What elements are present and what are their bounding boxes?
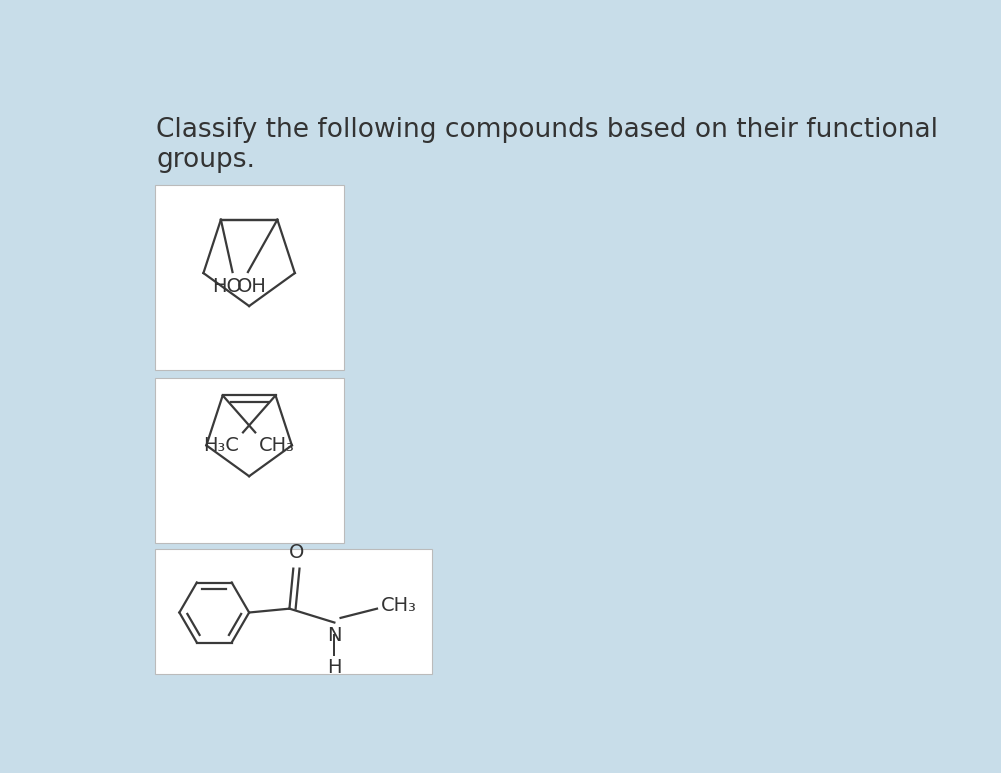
Text: Classify the following compounds based on their functional: Classify the following compounds based o… — [156, 117, 938, 144]
FancyBboxPatch shape — [154, 550, 432, 674]
FancyBboxPatch shape — [154, 186, 344, 370]
FancyBboxPatch shape — [154, 378, 344, 543]
Text: CH₃: CH₃ — [380, 596, 416, 615]
Text: CH₃: CH₃ — [259, 436, 295, 455]
Text: OH: OH — [236, 277, 266, 295]
Text: HO: HO — [212, 277, 241, 295]
Text: N: N — [327, 625, 341, 645]
Text: groups.: groups. — [156, 147, 255, 172]
Text: H₃C: H₃C — [203, 436, 239, 455]
Text: H: H — [327, 658, 341, 677]
Text: O: O — [288, 543, 304, 563]
